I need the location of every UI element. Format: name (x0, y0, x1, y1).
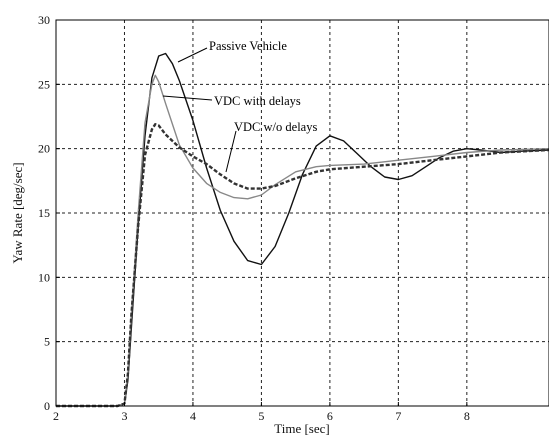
series-line-0 (56, 52, 549, 407)
annotation-leader-vdc-no-delays (225, 130, 237, 173)
x-axis-label: Time [sec] (274, 421, 330, 436)
y-tick-label: 5 (44, 335, 50, 349)
series-lines (56, 52, 549, 408)
series-line-2 (56, 123, 549, 408)
y-tick-labels: 0 5 10 15 20 25 30 (38, 13, 60, 413)
x-tick-label: 8 (464, 409, 470, 423)
x-tick-label: 2 (53, 409, 59, 423)
y-tick-label: 10 (38, 270, 50, 284)
y-tick-label: 25 (38, 77, 50, 91)
y-tick-label: 20 (38, 142, 50, 156)
annotation-passive-vehicle: Passive Vehicle (209, 39, 287, 53)
y-axis-label: Yaw Rate [deg/sec] (10, 162, 25, 263)
x-tick-label: 5 (258, 409, 264, 423)
y-tick-label: 0 (44, 399, 50, 413)
x-tick-labels: 2 3 4 5 6 7 8 (53, 402, 470, 423)
x-tick-label: 3 (121, 409, 127, 423)
annotation-vdc-with-delays: VDC with delays (214, 94, 301, 108)
annotation-vdc-without-delays: VDC w/o delays (234, 120, 317, 134)
y-tick-label: 30 (38, 13, 50, 27)
x-tick-label: 6 (327, 409, 333, 423)
annotation-leader-passive (177, 47, 208, 63)
annotation-leader-vdc-delays (162, 95, 213, 101)
y-tick-label: 15 (38, 206, 50, 220)
series-line-1 (56, 74, 549, 407)
x-tick-label: 4 (190, 409, 196, 423)
x-tick-label: 7 (395, 409, 401, 423)
